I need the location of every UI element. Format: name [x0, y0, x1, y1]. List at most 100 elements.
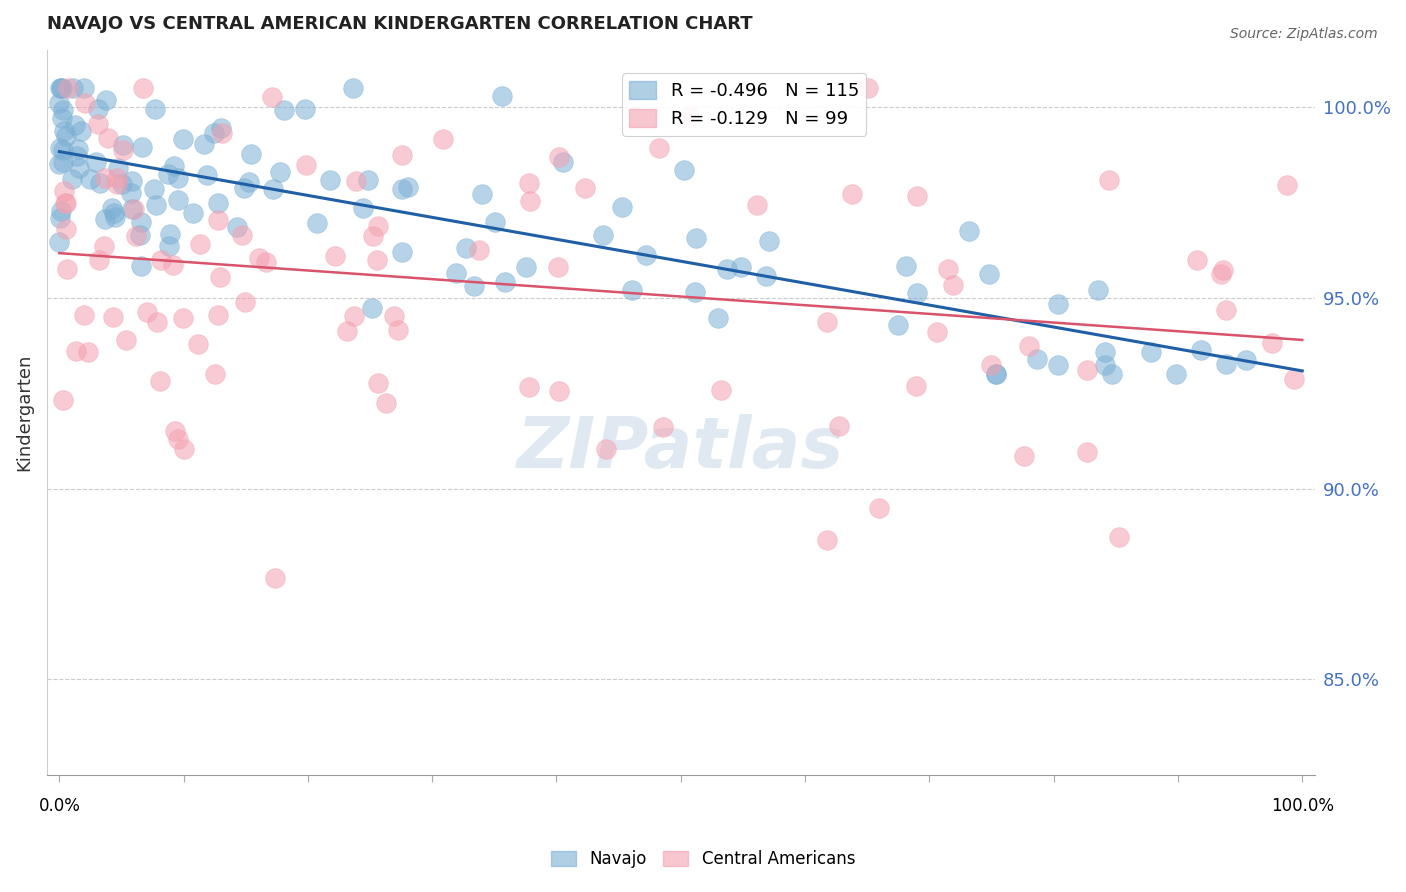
Legend: Navajo, Central Americans: Navajo, Central Americans — [544, 844, 862, 875]
Point — [620, 283, 643, 297]
Point — [73, 308, 96, 322]
Point — [360, 301, 382, 315]
Point — [1018, 339, 1040, 353]
Point — [262, 89, 284, 103]
Point — [66, 149, 89, 163]
Point — [1101, 367, 1123, 381]
Point — [957, 224, 980, 238]
Point — [132, 81, 155, 95]
Point — [131, 139, 153, 153]
Point — [1212, 263, 1234, 277]
Point — [595, 442, 617, 456]
Point — [896, 259, 918, 273]
Point — [49, 81, 72, 95]
Point — [52, 124, 75, 138]
Point — [181, 206, 204, 220]
Point — [111, 177, 134, 191]
Point — [471, 186, 494, 201]
Point — [755, 269, 778, 284]
Point — [673, 162, 696, 177]
Point — [202, 126, 225, 140]
Point — [344, 174, 367, 188]
Legend: R = -0.496   N = 115, R = -0.129   N = 99: R = -0.496 N = 115, R = -0.129 N = 99 — [621, 73, 866, 136]
Point — [868, 500, 890, 515]
Point — [207, 309, 229, 323]
Point — [342, 81, 364, 95]
Point — [156, 167, 179, 181]
Point — [48, 95, 70, 110]
Point — [48, 157, 70, 171]
Point — [828, 418, 851, 433]
Point — [122, 202, 145, 216]
Point — [319, 173, 342, 187]
Point — [363, 229, 385, 244]
Point — [269, 164, 291, 178]
Point — [94, 93, 117, 107]
Point — [103, 205, 125, 219]
Point — [67, 161, 90, 176]
Point — [716, 261, 738, 276]
Point — [51, 112, 73, 126]
Point — [70, 124, 93, 138]
Point — [131, 259, 153, 273]
Point — [1098, 172, 1121, 186]
Point — [745, 197, 768, 211]
Point — [262, 182, 284, 196]
Point — [55, 129, 77, 144]
Point — [548, 384, 571, 399]
Point — [1076, 444, 1098, 458]
Point — [396, 179, 419, 194]
Point — [375, 395, 398, 409]
Point — [56, 262, 79, 277]
Point — [101, 310, 124, 324]
Point — [307, 216, 329, 230]
Point — [172, 311, 194, 326]
Point — [172, 132, 194, 146]
Point — [1108, 530, 1130, 544]
Point — [208, 269, 231, 284]
Point — [67, 142, 90, 156]
Point — [494, 275, 516, 289]
Point — [444, 266, 467, 280]
Point — [685, 231, 707, 245]
Point — [48, 141, 70, 155]
Point — [1164, 367, 1187, 381]
Point — [211, 126, 233, 140]
Point — [1046, 358, 1069, 372]
Point — [97, 131, 120, 145]
Point — [146, 315, 169, 329]
Text: 100.0%: 100.0% — [1271, 797, 1334, 815]
Point — [142, 181, 165, 195]
Point — [517, 380, 540, 394]
Point — [683, 285, 706, 299]
Point — [1215, 302, 1237, 317]
Point — [207, 195, 229, 210]
Text: ZIPatlas: ZIPatlas — [517, 414, 845, 483]
Point — [515, 260, 537, 275]
Point — [121, 174, 143, 188]
Point — [163, 159, 186, 173]
Point — [1185, 253, 1208, 268]
Point — [1215, 357, 1237, 371]
Point — [48, 235, 70, 250]
Point — [357, 173, 380, 187]
Point — [53, 195, 76, 210]
Point — [758, 234, 780, 248]
Point — [463, 279, 485, 293]
Point — [367, 219, 389, 233]
Point — [75, 96, 97, 111]
Point — [1094, 344, 1116, 359]
Point — [94, 170, 117, 185]
Point — [1275, 178, 1298, 192]
Point — [367, 376, 389, 390]
Point — [55, 222, 77, 236]
Point — [77, 345, 100, 359]
Point — [187, 336, 209, 351]
Point — [382, 309, 405, 323]
Point — [856, 81, 879, 95]
Point — [980, 358, 1002, 372]
Point — [49, 204, 72, 219]
Point — [143, 102, 166, 116]
Point — [907, 285, 929, 300]
Point — [87, 117, 110, 131]
